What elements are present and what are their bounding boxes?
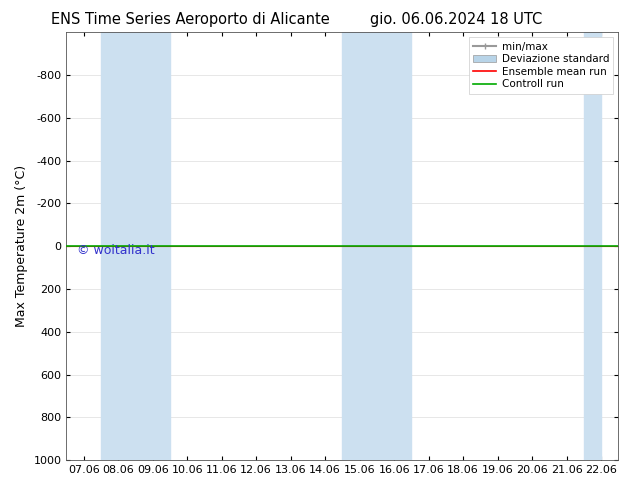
Bar: [101, 32, 170, 460]
Text: ENS Time Series Aeroporto di Alicante: ENS Time Series Aeroporto di Alicante: [51, 12, 330, 27]
Bar: [342, 32, 411, 460]
Text: gio. 06.06.2024 18 UTC: gio. 06.06.2024 18 UTC: [370, 12, 543, 27]
Bar: [584, 32, 601, 460]
Legend: min/max, Deviazione standard, Ensemble mean run, Controll run: min/max, Deviazione standard, Ensemble m…: [469, 37, 613, 94]
Text: © woitalia.it: © woitalia.it: [77, 244, 155, 257]
Y-axis label: Max Temperature 2m (°C): Max Temperature 2m (°C): [15, 165, 28, 327]
